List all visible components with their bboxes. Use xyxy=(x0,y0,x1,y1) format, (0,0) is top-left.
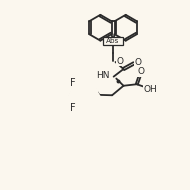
Polygon shape xyxy=(72,83,96,110)
Text: O: O xyxy=(138,67,144,76)
Text: F: F xyxy=(70,78,75,88)
Text: OH: OH xyxy=(144,85,157,94)
Text: O: O xyxy=(116,57,124,66)
Text: HN: HN xyxy=(96,71,110,80)
Text: F: F xyxy=(70,103,75,113)
Text: Abs: Abs xyxy=(106,38,120,44)
Polygon shape xyxy=(70,85,98,109)
Text: O: O xyxy=(135,58,142,67)
FancyBboxPatch shape xyxy=(103,37,123,45)
